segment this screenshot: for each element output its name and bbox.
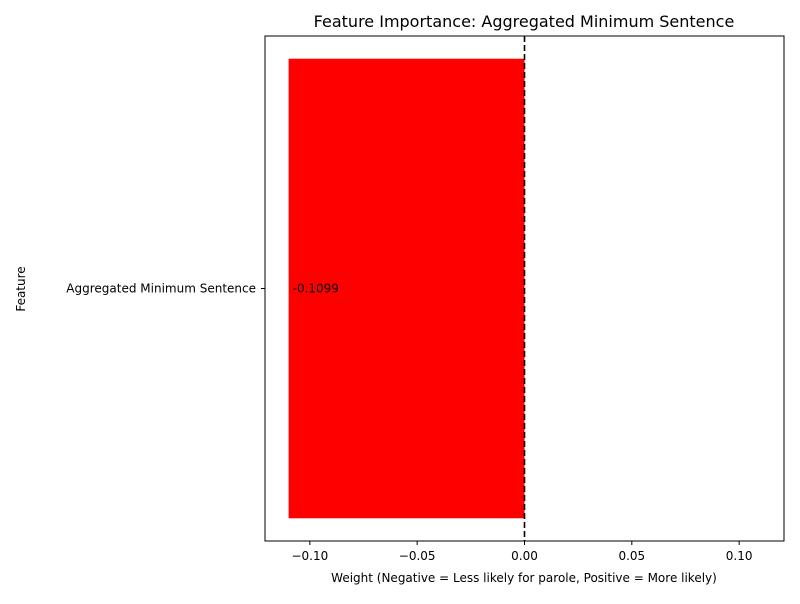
x-ticks-layer: −0.10 −0.05 0.00 0.05 0.10 [291,541,752,563]
x-tick-label: 0.00 [511,549,538,563]
x-tick-label: −0.10 [291,549,328,563]
y-tick-label: Aggregated Minimum Sentence [66,282,256,296]
data-labels-layer: -0.1099 [293,282,339,296]
y-ticks-layer: Aggregated Minimum Sentence [66,282,265,296]
bars-layer [288,58,525,519]
x-tick-label: 0.05 [618,549,645,563]
x-axis-label: Weight (Negative = Less likely for parol… [331,571,717,585]
bar-value-label: -0.1099 [293,282,339,296]
x-tick-label: −0.05 [399,549,436,563]
bar [288,58,525,519]
x-tick-label: 0.10 [726,549,753,563]
chart-title: Feature Importance: Aggregated Minimum S… [314,12,735,31]
y-axis-label: Feature [14,266,28,311]
